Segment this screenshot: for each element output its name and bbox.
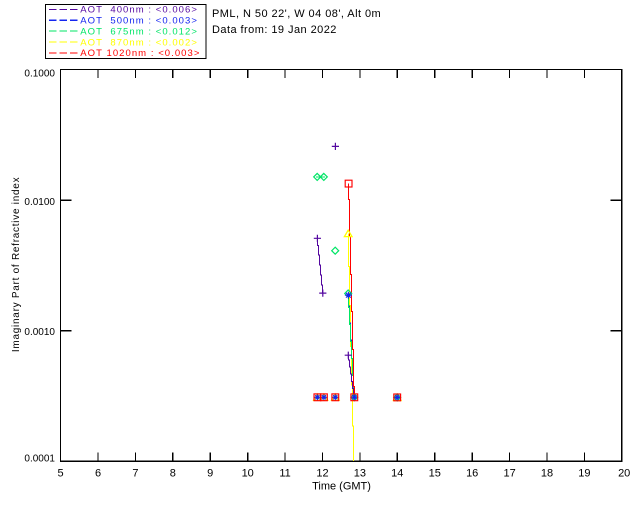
svg-text:14: 14 [391,468,403,480]
svg-text:19: 19 [578,468,590,480]
svg-text:Imaginary Part of Refractive i: Imaginary Part of Refractive index [11,177,22,352]
svg-text:7: 7 [132,468,138,480]
svg-text:11: 11 [279,468,290,480]
svg-text:PML, N 50 22', W 04 08', Alt 0: PML, N 50 22', W 04 08', Alt 0m [212,8,381,20]
svg-text:20: 20 [618,468,630,480]
svg-text:0.0010: 0.0010 [24,327,55,338]
svg-text:18: 18 [541,468,553,480]
svg-text:Time (GMT): Time (GMT) [312,480,371,492]
svg-text:AOT 870nm : <0.002>: AOT 870nm : <0.002> [80,37,198,48]
svg-text:AOT 675nm : <0.012>: AOT 675nm : <0.012> [80,26,198,37]
svg-text:10: 10 [242,468,254,480]
svg-text:0.1000: 0.1000 [24,69,55,80]
svg-text:12: 12 [316,468,328,480]
svg-text:9: 9 [207,468,213,480]
svg-text:AOT 500nm : <0.003>: AOT 500nm : <0.003> [80,16,198,27]
svg-text:0.0100: 0.0100 [24,197,55,208]
svg-text:0.0001: 0.0001 [24,454,55,465]
svg-text:15: 15 [429,468,441,480]
svg-text:16: 16 [466,468,478,480]
svg-text:13: 13 [354,468,366,480]
svg-text:AOT 1020nm : <0.003>: AOT 1020nm : <0.003> [80,48,200,59]
svg-text:6: 6 [95,468,101,480]
svg-text:8: 8 [170,468,176,480]
svg-text:AOT 400nm : <0.006>: AOT 400nm : <0.006> [80,5,198,16]
svg-text:5: 5 [58,468,64,480]
svg-text:17: 17 [503,468,515,480]
svg-text:Data from: 19 Jan 2022: Data from: 19 Jan 2022 [212,24,337,36]
